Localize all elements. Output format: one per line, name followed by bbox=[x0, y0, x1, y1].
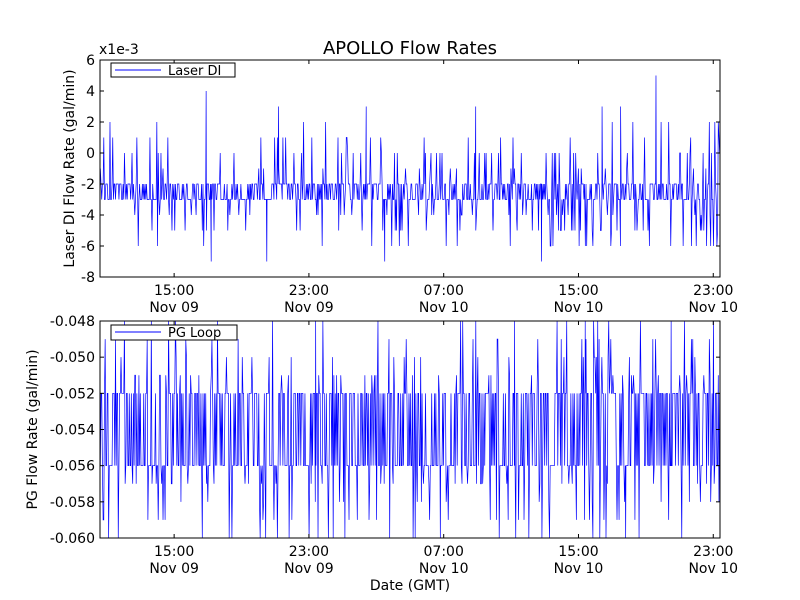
laser-di-y-tick-label: 2 bbox=[86, 115, 95, 131]
pg-loop-axes-frame bbox=[99, 320, 721, 539]
laser-di-legend-box bbox=[110, 62, 236, 78]
laser-di-x-tick-time-label: 15:00 bbox=[154, 283, 194, 299]
pg-loop-x-tick-date-label: Nov 10 bbox=[554, 561, 604, 577]
pg-loop-x-tick-date-label: Nov 10 bbox=[688, 561, 738, 577]
pg-loop-ticks: -0.048 -0.050 -0.052 -0.054 -0.056 -0.058 -0.0… bbox=[50, 314, 738, 577]
pg-loop-x-tick-time-label: 23:00 bbox=[289, 544, 329, 560]
pg-loop-x-tick-time-label: 15:00 bbox=[154, 544, 194, 560]
pg-loop-x-tick-date-label: Nov 09 bbox=[149, 561, 199, 577]
pg-loop-x-tick-date-label: Nov 09 bbox=[284, 561, 334, 577]
laser-di-x-tick-date-label: Nov 10 bbox=[419, 300, 469, 316]
laser-di-x-tick-date-label: Nov 10 bbox=[554, 300, 604, 316]
pg-loop-y-tick-label: -0.052 bbox=[50, 386, 95, 402]
laser-di-x-tick-date-label: Nov 09 bbox=[284, 300, 334, 316]
pg-loop-y-tick-label: -0.056 bbox=[50, 459, 95, 475]
pg-loop-series-path bbox=[100, 321, 720, 538]
laser-di-x-tick-date-label: Nov 09 bbox=[149, 300, 199, 316]
laser-di-x-tick-time-label: 23:00 bbox=[693, 283, 733, 299]
laser-di-series-line bbox=[100, 75, 720, 262]
chart-title: APOLLO Flow Rates bbox=[323, 38, 497, 59]
laser-di-legend-label: Laser DI bbox=[168, 64, 221, 79]
laser-di-y-tick-label: -2 bbox=[81, 177, 95, 193]
pg-loop-legend-box bbox=[110, 324, 238, 341]
laser-di-x-tick-date-label: Nov 10 bbox=[688, 300, 738, 316]
laser-di-y-axis-label: Laser DI Flow Rate (gal/min) bbox=[62, 69, 78, 267]
pg-loop-y-tick-label: -0.060 bbox=[50, 531, 95, 547]
laser-di-y-tick-label: 4 bbox=[86, 84, 95, 100]
laser-di-x-tick-time-label: 23:00 bbox=[289, 283, 329, 299]
pg-loop-y-tick-label: -0.058 bbox=[50, 495, 95, 511]
pg-loop-y-tick-label: -0.050 bbox=[50, 350, 95, 366]
laser-di-x-tick-time-label: 15:00 bbox=[558, 283, 598, 299]
laser-di-offset-label: x1e-3 bbox=[99, 42, 139, 58]
x-axis-label: Date (GMT) bbox=[370, 578, 450, 594]
laser-di-y-tick-label: 0 bbox=[86, 146, 95, 162]
pg-loop-x-tick-date-label: Nov 10 bbox=[419, 561, 469, 577]
pg-loop-legend: PG Loop bbox=[110, 324, 238, 341]
laser-di-axes-frame bbox=[99, 59, 721, 278]
laser-di-x-tick-time-label: 07:00 bbox=[424, 283, 464, 299]
laser-di-y-tick-label: -6 bbox=[81, 239, 95, 255]
laser-di-series-path bbox=[100, 75, 720, 262]
pg-loop-x-tick-time-label: 15:00 bbox=[558, 544, 598, 560]
pg-loop-x-tick-time-label: 23:00 bbox=[693, 544, 733, 560]
laser-di-y-tick-label: 6 bbox=[86, 53, 95, 69]
pg-loop-y-tick-label: -0.054 bbox=[50, 423, 95, 439]
pg-loop-x-tick-time-label: 07:00 bbox=[424, 544, 464, 560]
laser-di-legend: Laser DI bbox=[110, 62, 236, 79]
pg-loop-panel: -0.048 -0.050 -0.052 -0.054 -0.056 -0.058 -0.0… bbox=[25, 314, 738, 577]
pg-loop-y-tick-label: -0.048 bbox=[50, 314, 95, 330]
pg-loop-legend-label: PG Loop bbox=[168, 326, 221, 341]
laser-di-y-tick-label: -8 bbox=[81, 270, 95, 286]
pg-loop-y-axis-label: PG Flow Rate (gal/min) bbox=[25, 349, 41, 509]
laser-di-y-tick-label: -4 bbox=[81, 208, 95, 224]
pg-loop-series-line bbox=[100, 321, 720, 538]
